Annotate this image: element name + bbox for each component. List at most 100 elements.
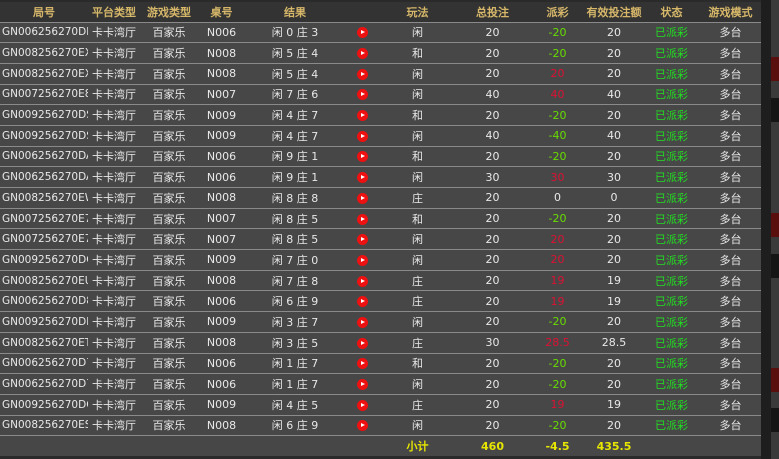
play-circle-icon[interactable] (357, 151, 368, 163)
play-circle-icon[interactable] (357, 254, 368, 266)
table-row: GN009256270DS 卡卡湾厅 百家乐 N009 闲 4 庄 7 和 20 -20 20 已… (0, 104, 761, 126)
cell-status: 已派彩 (643, 207, 700, 229)
cell-total-bet: 20 (455, 145, 530, 167)
cell-payout: -20 (530, 145, 585, 167)
replay-cell (345, 414, 380, 436)
cell-status: 已派彩 (643, 42, 700, 64)
cell-total-bet: 20 (455, 42, 530, 64)
play-circle-icon[interactable] (357, 358, 368, 370)
column-header: 玩法 (380, 2, 455, 22)
cell-id: GN009256270DO (0, 393, 88, 416)
play-circle-icon[interactable] (357, 379, 368, 391)
cell-bet-type: 闲 (380, 83, 455, 105)
column-header: 总投注 (455, 2, 530, 22)
empty-cell (88, 435, 140, 456)
play-circle-icon[interactable] (357, 399, 368, 411)
cell-status: 已派彩 (643, 352, 700, 374)
empty-cell (0, 435, 88, 456)
cell-mode: 多台 (700, 166, 761, 188)
cell-bet-type: 闲 (380, 62, 455, 85)
cell-result: 闲 4 庄 7 (245, 104, 345, 126)
cell-mode: 多台 (700, 269, 761, 291)
cell-mode: 多台 (700, 42, 761, 64)
cell-valid-bet: 20 (585, 228, 643, 250)
cell-mode: 多台 (700, 228, 761, 250)
cell-bet-type: 闲 (380, 373, 455, 395)
cell-game: 百家乐 (140, 21, 198, 43)
play-circle-icon[interactable] (357, 48, 368, 60)
cell-bet-type: 闲 (380, 124, 455, 147)
cell-id: GN006256270DA (0, 166, 88, 188)
column-header (345, 2, 380, 22)
cell-status: 已派彩 (643, 228, 700, 250)
cell-table: N008 (198, 62, 245, 85)
cell-game: 百家乐 (140, 269, 198, 291)
cell-platform: 卡卡湾厅 (88, 249, 140, 271)
cell-total-bet: 20 (455, 373, 530, 395)
play-circle-icon[interactable] (357, 110, 368, 122)
play-circle-icon[interactable] (357, 172, 368, 184)
background-element (771, 213, 779, 237)
cell-result: 闲 1 庄 7 (245, 373, 345, 395)
cell-id: GN009256270DP (0, 311, 88, 333)
cell-valid-bet: 30 (585, 166, 643, 188)
cell-payout: -20 (530, 207, 585, 229)
play-circle-icon[interactable] (357, 275, 368, 287)
play-circle-icon[interactable] (357, 316, 368, 328)
play-circle-icon[interactable] (357, 192, 368, 204)
cell-valid-bet: 20 (585, 249, 643, 271)
background-element (771, 98, 779, 122)
replay-cell (345, 269, 380, 291)
cell-result: 闲 5 庄 4 (245, 62, 345, 85)
play-circle-icon[interactable] (357, 89, 368, 101)
cell-table: N008 (198, 331, 245, 353)
cell-game: 百家乐 (140, 42, 198, 64)
cell-id: GN007256270E7 (0, 228, 88, 250)
column-header: 局号 (0, 2, 88, 22)
play-circle-icon[interactable] (357, 27, 368, 39)
cell-total-bet: 20 (455, 269, 530, 291)
play-circle-icon[interactable] (357, 337, 368, 349)
replay-cell (345, 207, 380, 229)
cell-table: N007 (198, 83, 245, 105)
replay-cell (345, 187, 380, 209)
background-element (771, 408, 779, 432)
cell-total-bet: 20 (455, 187, 530, 209)
cell-bet-type: 庄 (380, 269, 455, 291)
cell-total-bet: 20 (455, 228, 530, 250)
cell-result: 闲 3 庄 5 (245, 331, 345, 353)
column-header: 游戏模式 (700, 2, 761, 22)
play-circle-icon[interactable] (357, 296, 368, 308)
cell-total-bet: 20 (455, 352, 530, 374)
cell-table: N006 (198, 290, 245, 312)
cell-table: N007 (198, 228, 245, 250)
cell-platform: 卡卡湾厅 (88, 124, 140, 147)
replay-cell (345, 352, 380, 374)
cell-game: 百家乐 (140, 166, 198, 188)
cell-platform: 卡卡湾厅 (88, 207, 140, 229)
scrollbar-track[interactable] (761, 0, 771, 459)
play-circle-icon[interactable] (357, 234, 368, 246)
replay-cell (345, 83, 380, 105)
cell-status: 已派彩 (643, 373, 700, 395)
play-circle-icon[interactable] (357, 420, 368, 432)
cell-game: 百家乐 (140, 145, 198, 167)
cell-payout: -20 (530, 414, 585, 436)
cell-bet-type: 和 (380, 104, 455, 126)
cell-result: 闲 7 庄 0 (245, 249, 345, 271)
subtotal-valid-bet: 435.5 (585, 435, 643, 456)
cell-table: N009 (198, 104, 245, 126)
cell-mode: 多台 (700, 331, 761, 353)
cell-valid-bet: 0 (585, 187, 643, 209)
cell-status: 已派彩 (643, 145, 700, 167)
cell-game: 百家乐 (140, 393, 198, 416)
cell-platform: 卡卡湾厅 (88, 373, 140, 395)
column-header: 状态 (643, 2, 700, 22)
cell-bet-type: 和 (380, 352, 455, 374)
play-circle-icon[interactable] (357, 213, 368, 225)
cell-id: GN006256270D7 (0, 373, 88, 395)
play-circle-icon[interactable] (357, 68, 368, 80)
replay-cell (345, 21, 380, 43)
play-circle-icon[interactable] (357, 130, 368, 142)
cell-result: 闲 1 庄 7 (245, 352, 345, 374)
